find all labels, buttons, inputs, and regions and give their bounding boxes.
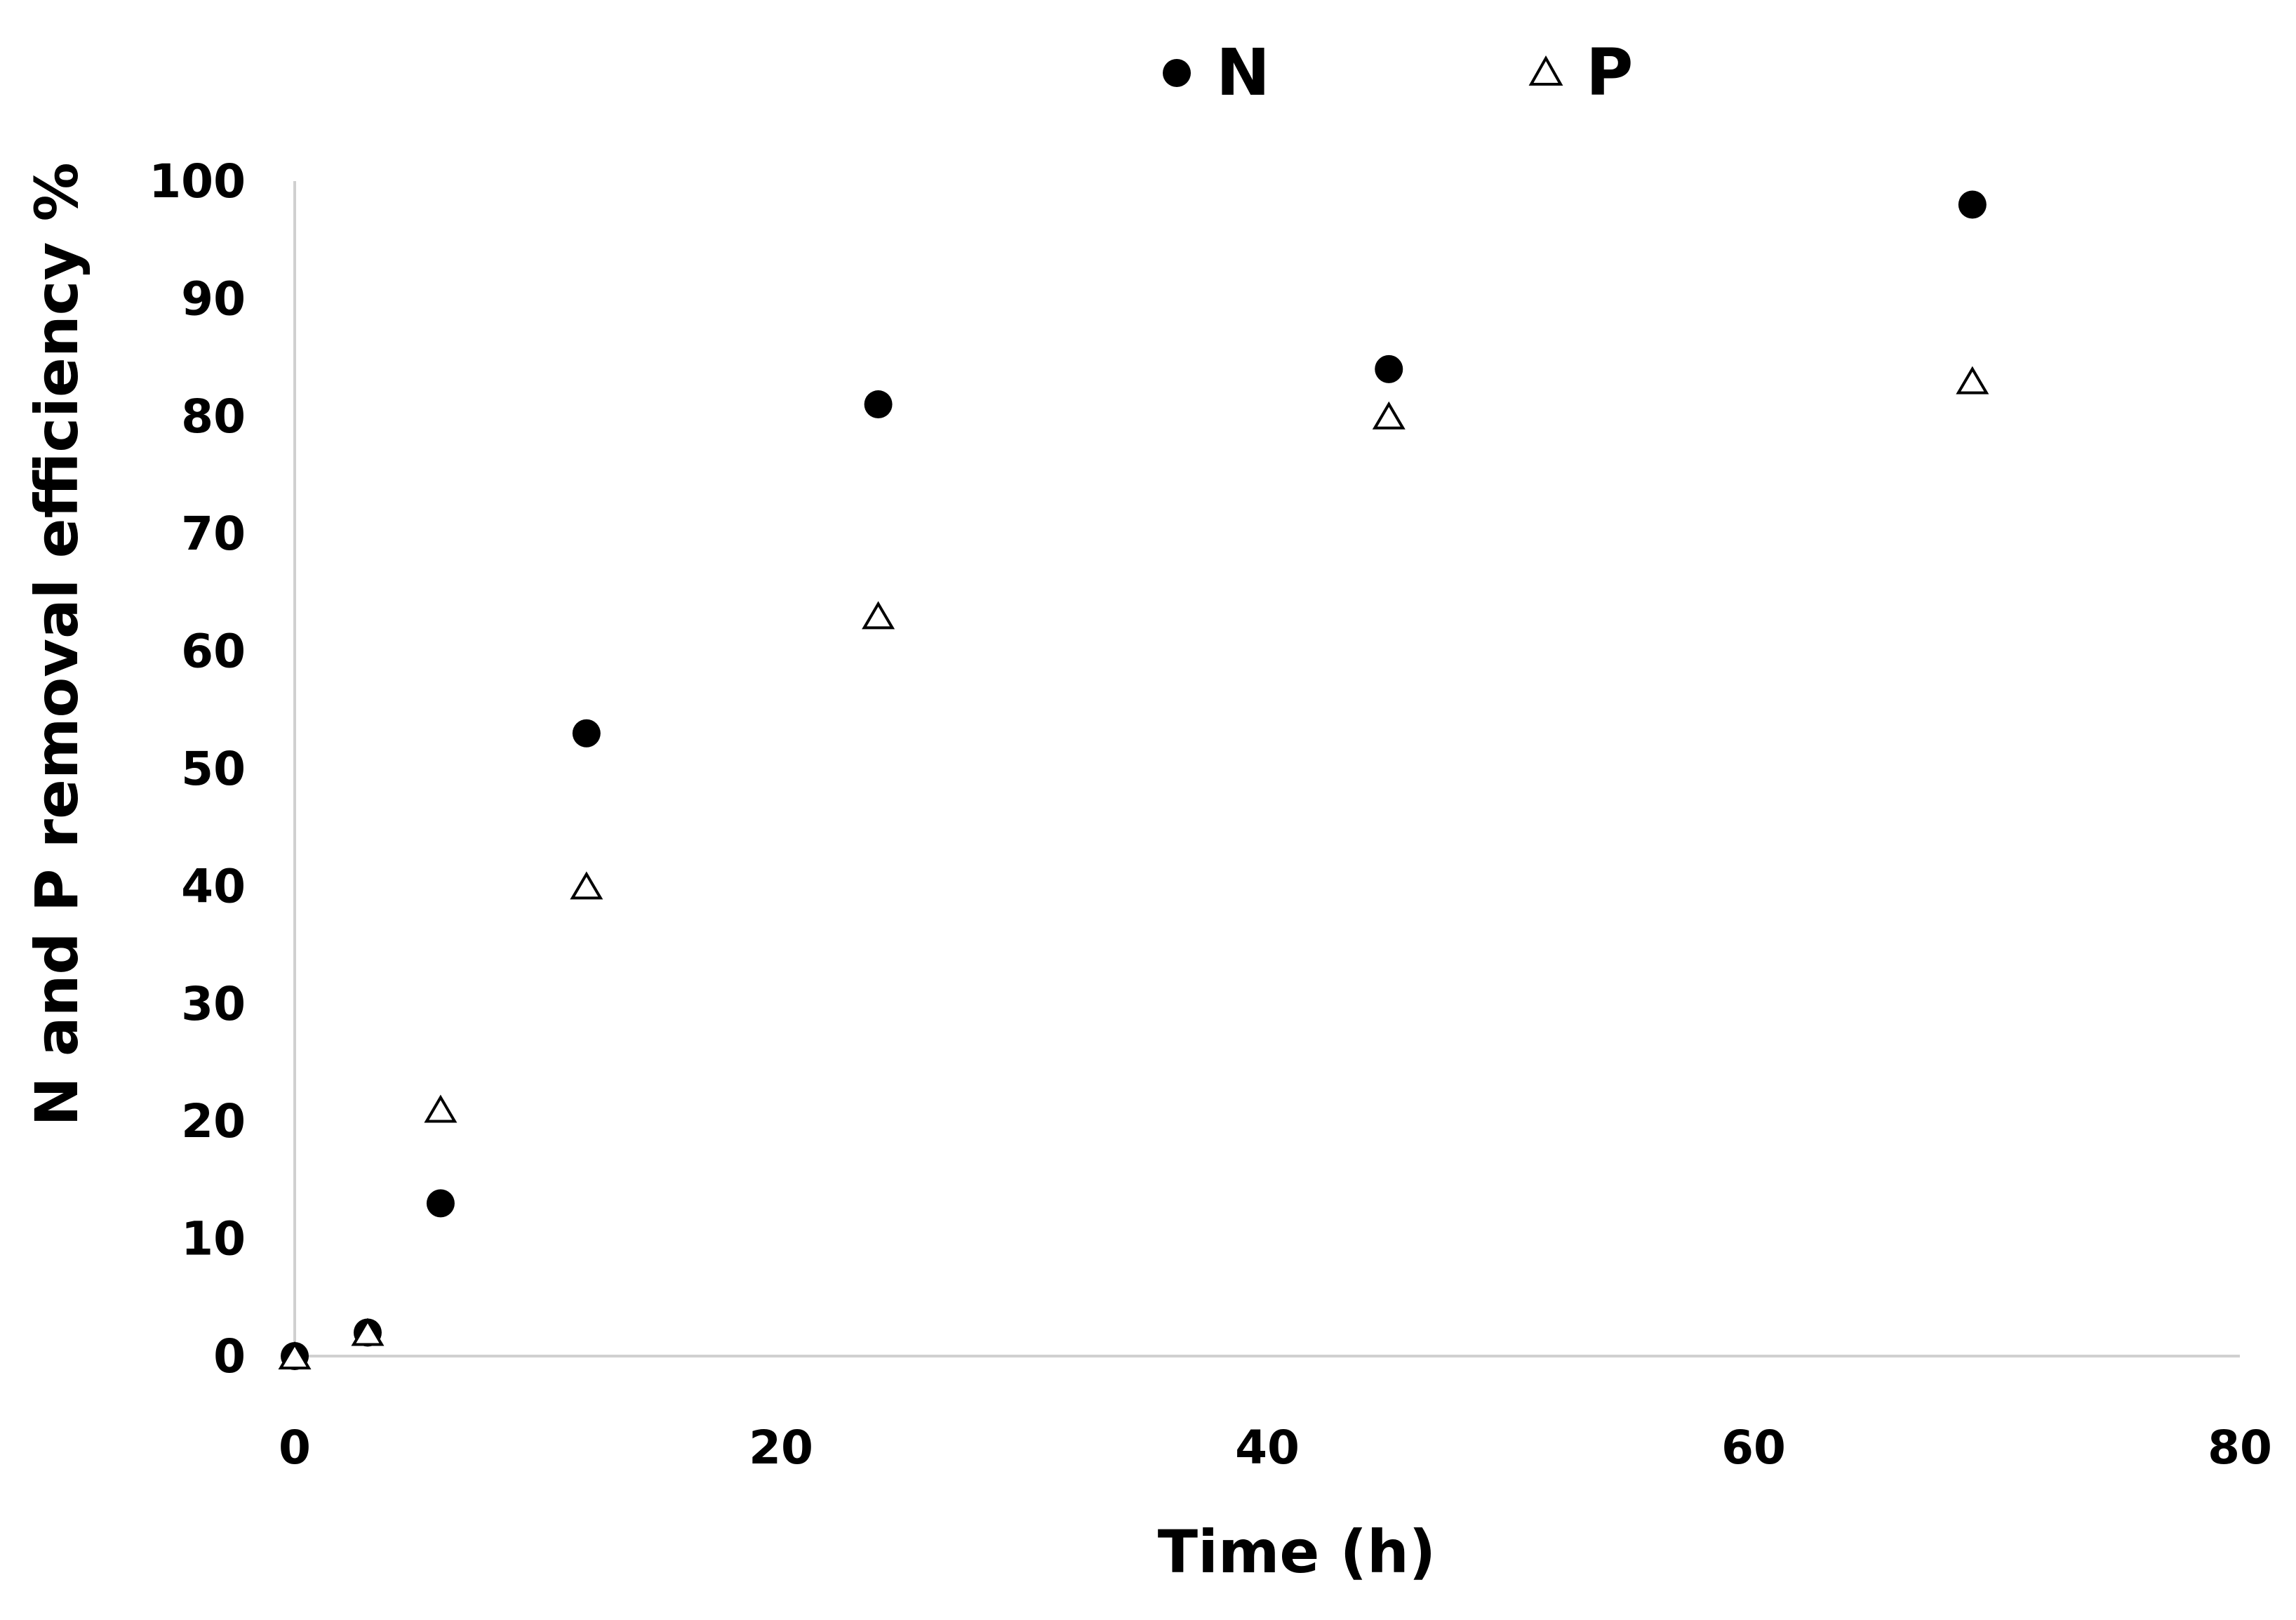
point-p (278, 1341, 312, 1369)
y-tick-label: 0 (213, 1329, 246, 1383)
x-tick-label: 60 (1721, 1421, 1786, 1475)
legend-label-n: N (1216, 35, 1270, 110)
data-points (278, 190, 1989, 1370)
x-tick-label: 0 (279, 1421, 311, 1475)
point-n (572, 719, 601, 748)
y-tick-label: 10 (181, 1212, 246, 1266)
y-tick-label: 70 (181, 507, 246, 561)
point-p (1372, 401, 1406, 430)
legend: N P (1163, 35, 1633, 110)
x-axis-title: Time (h) (1158, 1518, 1436, 1586)
point-p (862, 601, 895, 630)
y-tick-labels: 0 10 20 30 40 50 60 70 80 90 100 (149, 154, 246, 1383)
y-tick-label: 40 (181, 859, 246, 913)
point-n (1375, 354, 1403, 383)
axes (293, 181, 2240, 1357)
y-tick-label: 30 (181, 977, 246, 1031)
legend-marker-p (1528, 55, 1563, 86)
y-axis-title: N and P removal efficiency % (22, 162, 91, 1126)
point-p (351, 1317, 385, 1346)
x-tick-label: 20 (749, 1421, 813, 1475)
y-tick-label: 60 (181, 625, 246, 679)
y-tick-label: 80 (181, 390, 246, 444)
legend-marker-n (1163, 59, 1191, 87)
legend-label-p: P (1586, 35, 1633, 110)
y-tick-label: 100 (149, 154, 246, 208)
y-tick-label: 90 (181, 272, 246, 326)
point-p (424, 1094, 458, 1123)
point-n (1958, 190, 1987, 219)
point-p (1956, 366, 1989, 394)
x-tick-label: 40 (1235, 1421, 1300, 1475)
x-tick-labels: 0 20 40 60 80 (279, 1421, 2272, 1475)
point-p (570, 871, 603, 900)
y-tick-label: 50 (181, 742, 246, 796)
y-tick-label: 20 (181, 1094, 246, 1148)
point-n (864, 390, 893, 419)
point-n (426, 1189, 455, 1218)
x-tick-label: 80 (2208, 1421, 2272, 1475)
